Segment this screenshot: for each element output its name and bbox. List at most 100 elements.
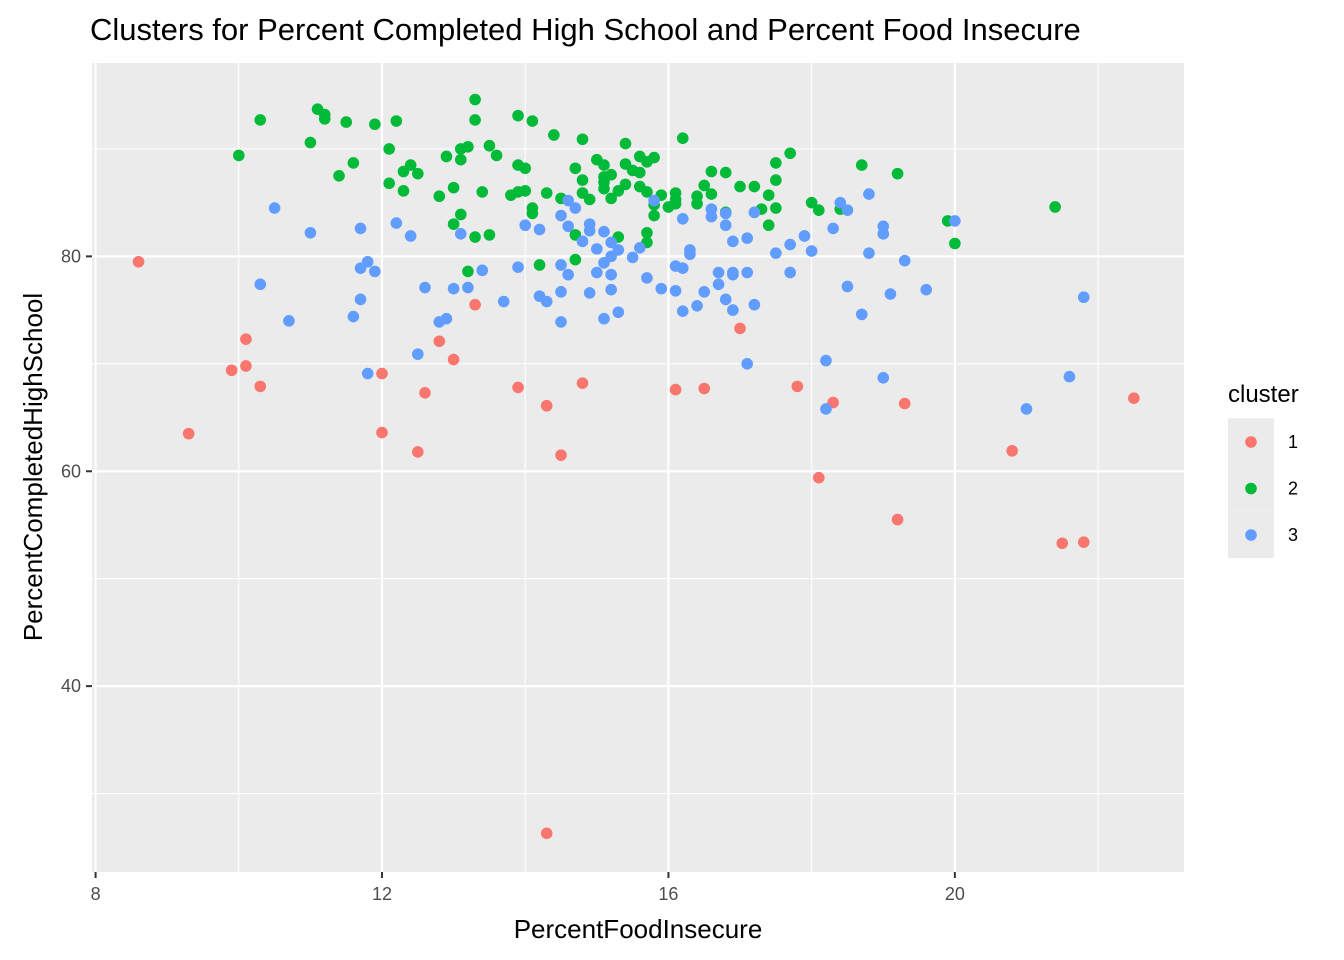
cluster-2-point [605, 192, 617, 205]
cluster-2-point [519, 185, 532, 197]
cluster-1-point [540, 827, 553, 840]
cluster-2-point [576, 133, 589, 146]
cluster-1-point [540, 399, 553, 412]
cluster-1-point [376, 367, 388, 380]
cluster-3-point [268, 202, 281, 214]
cluster-3-point [727, 268, 739, 281]
cluster-3-point [583, 224, 596, 237]
cluster-3-point [612, 306, 625, 319]
cluster-3-point [712, 266, 725, 279]
cluster-2-point [949, 237, 961, 250]
cluster-3-point [705, 210, 718, 223]
cluster-3-point [798, 230, 811, 242]
cluster-3-point [684, 248, 696, 261]
cluster-3-point [834, 196, 847, 209]
cluster-3-point [555, 316, 567, 328]
cluster-1-point [433, 335, 446, 348]
legend-label-3: 3 [1288, 525, 1298, 545]
cluster-3-point [354, 293, 367, 306]
cluster-3-point [741, 358, 753, 370]
cluster-1-point [412, 446, 424, 458]
cluster-2-point [691, 197, 703, 210]
cluster-3-point [533, 223, 546, 236]
cluster-2-point [519, 162, 532, 175]
cluster-2-point [383, 143, 395, 155]
cluster-2-point [512, 109, 524, 122]
cluster-3-point [369, 265, 381, 278]
cluster-3-point [719, 293, 732, 306]
cluster-2-point [734, 180, 746, 193]
cluster-3-point [841, 204, 854, 216]
cluster-3-point [784, 238, 796, 251]
cluster-2-point [383, 177, 395, 190]
plot-panel [92, 63, 1184, 872]
cluster-3-point [605, 283, 617, 296]
cluster-1-point [182, 427, 195, 440]
cluster-2-point [762, 219, 775, 232]
cluster-3-point [898, 254, 911, 267]
cluster-2-point [770, 174, 782, 186]
cluster-2-point [748, 180, 761, 193]
legend-label-1: 1 [1288, 432, 1298, 452]
cluster-3-point [863, 188, 875, 200]
x-tick-label: 20 [945, 884, 965, 904]
cluster-3-point [626, 251, 639, 264]
cluster-3-point [254, 278, 267, 291]
cluster-3-point [727, 304, 739, 316]
cluster-3-point [304, 226, 317, 239]
cluster-1-point [555, 449, 567, 461]
cluster-3-point [598, 312, 610, 325]
cluster-3-point [605, 268, 617, 281]
cluster-2-point [540, 187, 553, 199]
cluster-3-point [591, 266, 603, 279]
cluster-3-point [877, 228, 890, 240]
cluster-1-point [132, 255, 145, 268]
cluster-2-point [548, 129, 560, 141]
cluster-3-point [605, 236, 617, 249]
cluster-3-point [691, 300, 703, 312]
cluster-2-point [333, 170, 345, 182]
cluster-3-point [748, 206, 761, 219]
cluster-3-point [354, 222, 367, 235]
cluster-2-point [641, 186, 653, 198]
cluster-3-point [555, 286, 567, 298]
cluster-1-point [240, 360, 252, 372]
cluster-2-point [440, 150, 453, 163]
cluster-3-point [347, 310, 360, 323]
cluster-2-point [583, 193, 596, 206]
cluster-1-point [791, 380, 804, 393]
cluster-3-point [655, 282, 668, 295]
cluster-3-point [454, 228, 467, 240]
cluster-3-point [805, 245, 818, 257]
cluster-3-point [633, 241, 646, 254]
cluster-2-point [454, 208, 467, 221]
cluster-3-point [676, 305, 689, 317]
cluster-2-point [462, 141, 474, 153]
cluster-3-point [741, 232, 753, 244]
cluster-2-point [369, 118, 381, 131]
cluster-2-point [669, 197, 682, 210]
legend-items: 1 2 3 [1228, 418, 1298, 558]
cluster-2-point [397, 185, 410, 197]
cluster-2-point [855, 159, 868, 171]
cluster-3-point [512, 261, 524, 273]
cluster-3-point [884, 288, 897, 300]
cluster-3-point [676, 212, 689, 225]
cluster-3-point [669, 284, 682, 297]
cluster-2-point [698, 179, 711, 192]
cluster-2-point [1049, 201, 1061, 213]
cluster-3-point [562, 220, 574, 233]
cluster-1-point [1128, 392, 1140, 405]
cluster-3-point [540, 295, 553, 308]
cluster-3-point [949, 215, 961, 227]
cluster-3-point [361, 255, 374, 268]
cluster-2-point [648, 209, 660, 222]
cluster-2-point [569, 162, 582, 175]
cluster-3-point [770, 247, 782, 259]
cluster-3-point [676, 262, 689, 275]
cluster-2-point [318, 113, 331, 125]
cluster-3-point [569, 202, 582, 214]
x-tick-label: 8 [91, 884, 101, 904]
cluster-2-point [569, 253, 582, 266]
